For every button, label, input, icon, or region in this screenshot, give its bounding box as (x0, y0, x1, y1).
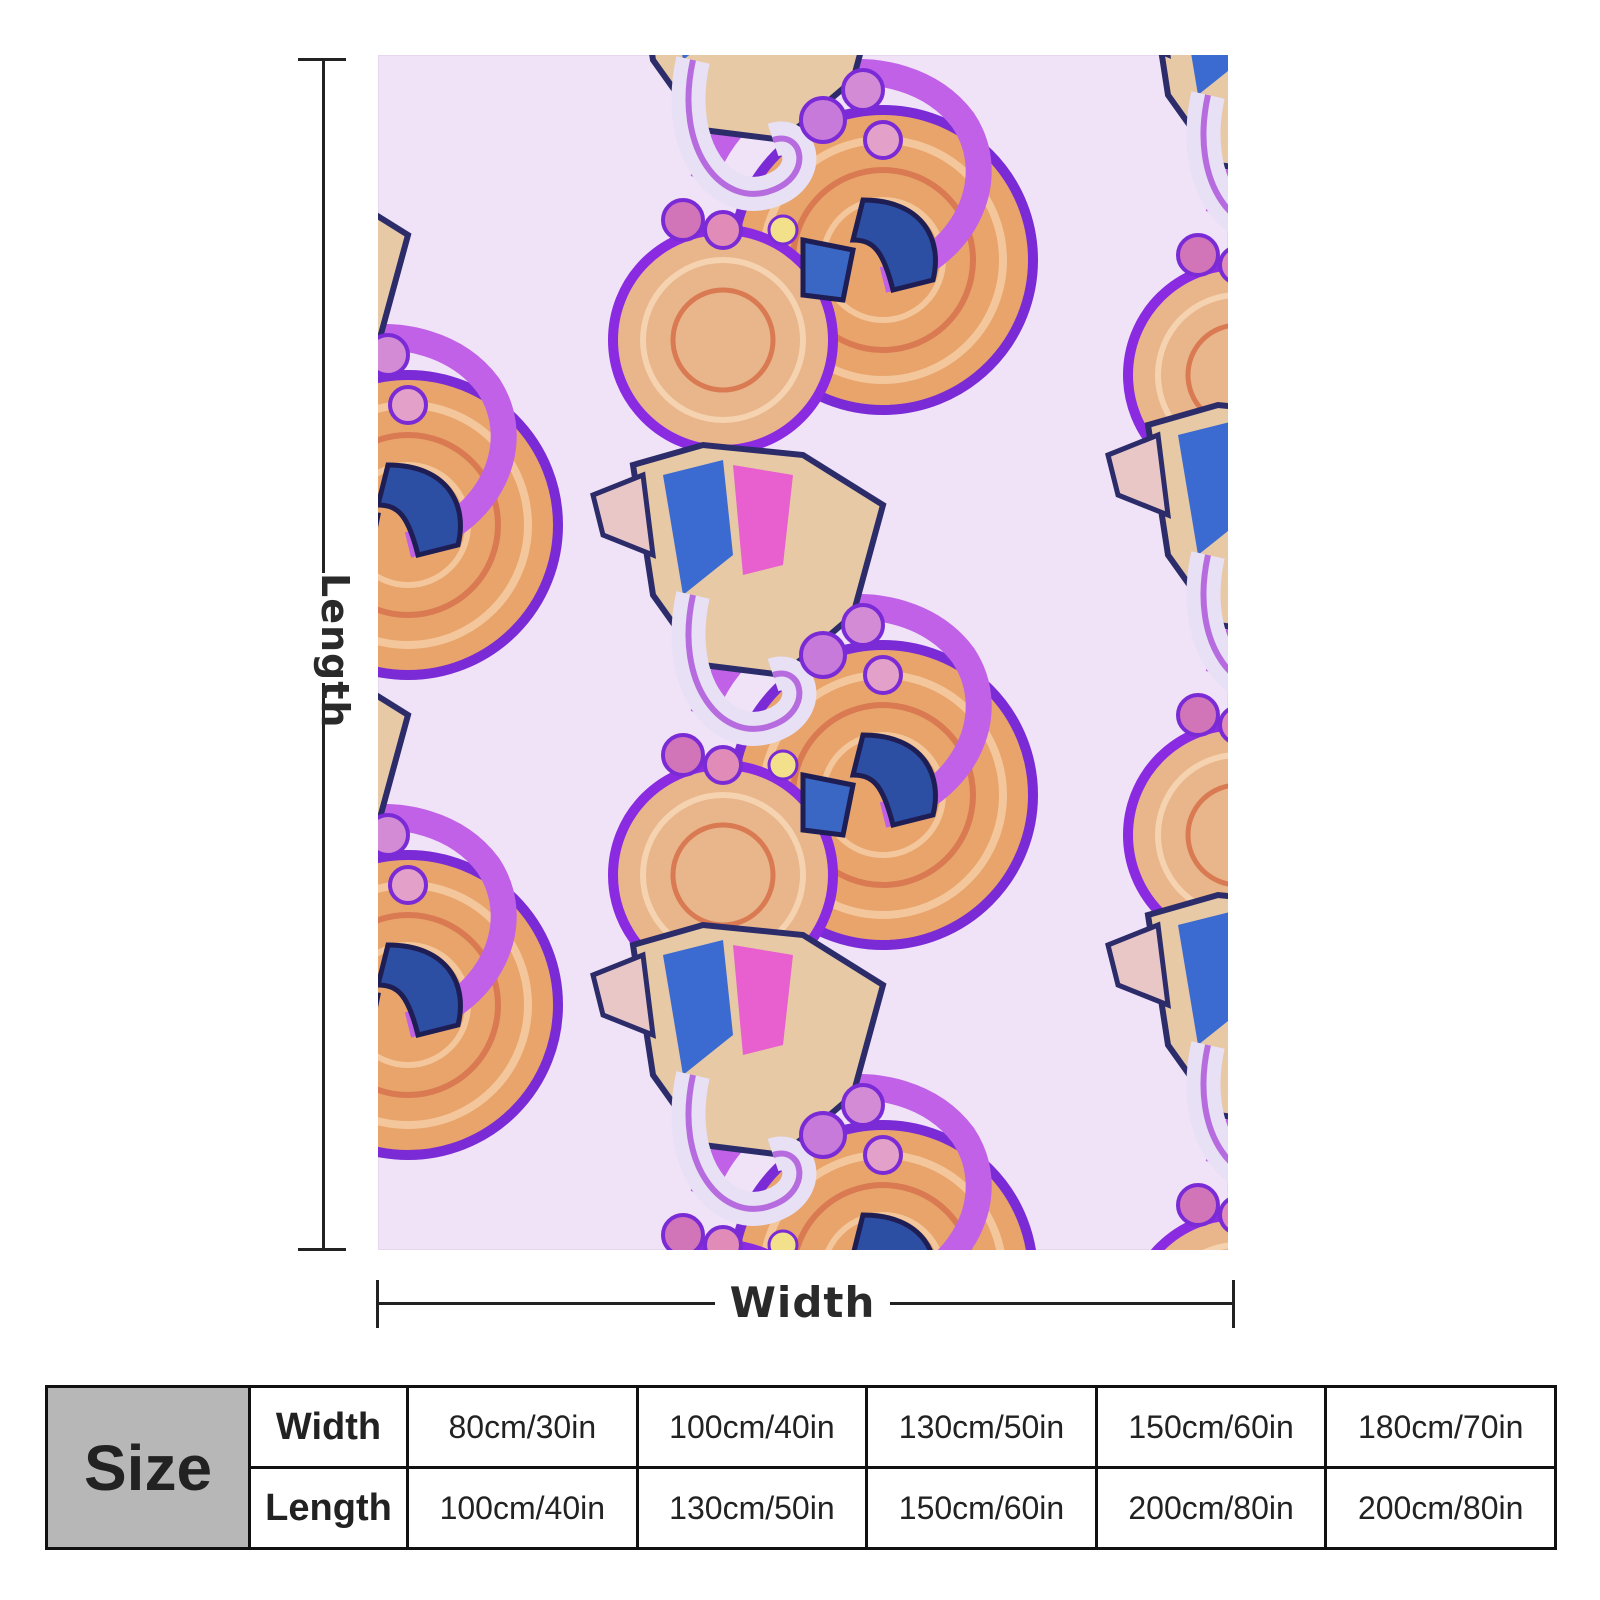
elephant-motif (593, 925, 1033, 1250)
elephant-motif (593, 55, 1033, 450)
elephant-pattern-artwork (378, 55, 1228, 1250)
width-row: Width 80cm/30in 100cm/40in 130cm/50in 15… (251, 1388, 1554, 1466)
elephant-motif (1108, 895, 1228, 1250)
blanket-product-image (378, 55, 1228, 1250)
elephant-motif (378, 175, 558, 715)
length-cell: 100cm/40in (439, 1489, 606, 1526)
width-cell: 130cm/50in (865, 1388, 1095, 1466)
length-row-header: Length (251, 1469, 409, 1547)
width-cell: 180cm/70in (1324, 1388, 1554, 1466)
size-table-rows: Width 80cm/30in 100cm/40in 130cm/50in 15… (251, 1388, 1554, 1547)
length-cell: 130cm/50in (635, 1469, 866, 1547)
width-right-tick (1232, 1280, 1235, 1328)
elephant-motif (1108, 405, 1228, 945)
length-top-tick (298, 58, 346, 61)
width-cell: 80cm/30in (448, 1408, 597, 1445)
length-bottom-tick (298, 1248, 346, 1251)
length-label: Length (312, 573, 358, 729)
elephant-motif (593, 445, 1033, 985)
width-cell: 100cm/40in (635, 1388, 866, 1466)
length-cell: 200cm/80in (1094, 1469, 1325, 1547)
elephant-motif (378, 655, 558, 1195)
width-cell: 150cm/60in (1094, 1388, 1325, 1466)
size-title: Size (48, 1388, 251, 1547)
length-row: Length 100cm/40in 130cm/50in 150cm/60in … (251, 1466, 1554, 1547)
length-cell: 200cm/80in (1324, 1469, 1554, 1547)
width-left-tick (376, 1280, 379, 1328)
size-table: Size Width 80cm/30in 100cm/40in 130cm/50… (45, 1385, 1557, 1550)
width-label: Width (715, 1280, 890, 1326)
width-row-header: Width (251, 1388, 409, 1466)
length-cell: 150cm/60in (865, 1469, 1095, 1547)
